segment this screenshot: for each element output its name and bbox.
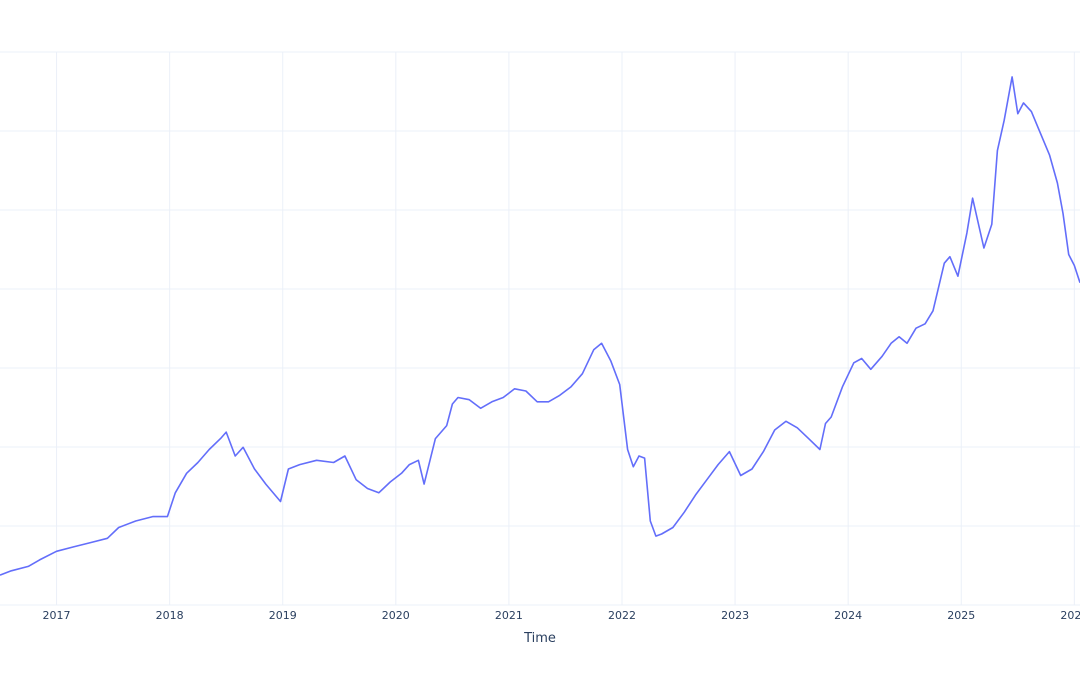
x-tick-label: 2021 — [495, 609, 523, 622]
x-tick-label: 2017 — [43, 609, 71, 622]
x-tick-label: 2026 — [1060, 609, 1080, 622]
line-layer — [0, 76, 1080, 576]
x-tick-label: 2024 — [834, 609, 862, 622]
x-tick-label: 2019 — [269, 609, 297, 622]
x-tick-label: 2022 — [608, 609, 636, 622]
x-tick-label: 2018 — [156, 609, 184, 622]
x-tick-label: 2020 — [382, 609, 410, 622]
x-tick-label: 2025 — [947, 609, 975, 622]
x-axis-title: Time — [523, 631, 556, 646]
x-axis-ticks: 2017 2018 2019 2020 2021 2022 2023 2024 2025 2026 — [43, 609, 1080, 622]
x-tick-label: 2023 — [721, 609, 749, 622]
series-line — [0, 76, 1080, 576]
grid-layer — [0, 51, 1080, 606]
